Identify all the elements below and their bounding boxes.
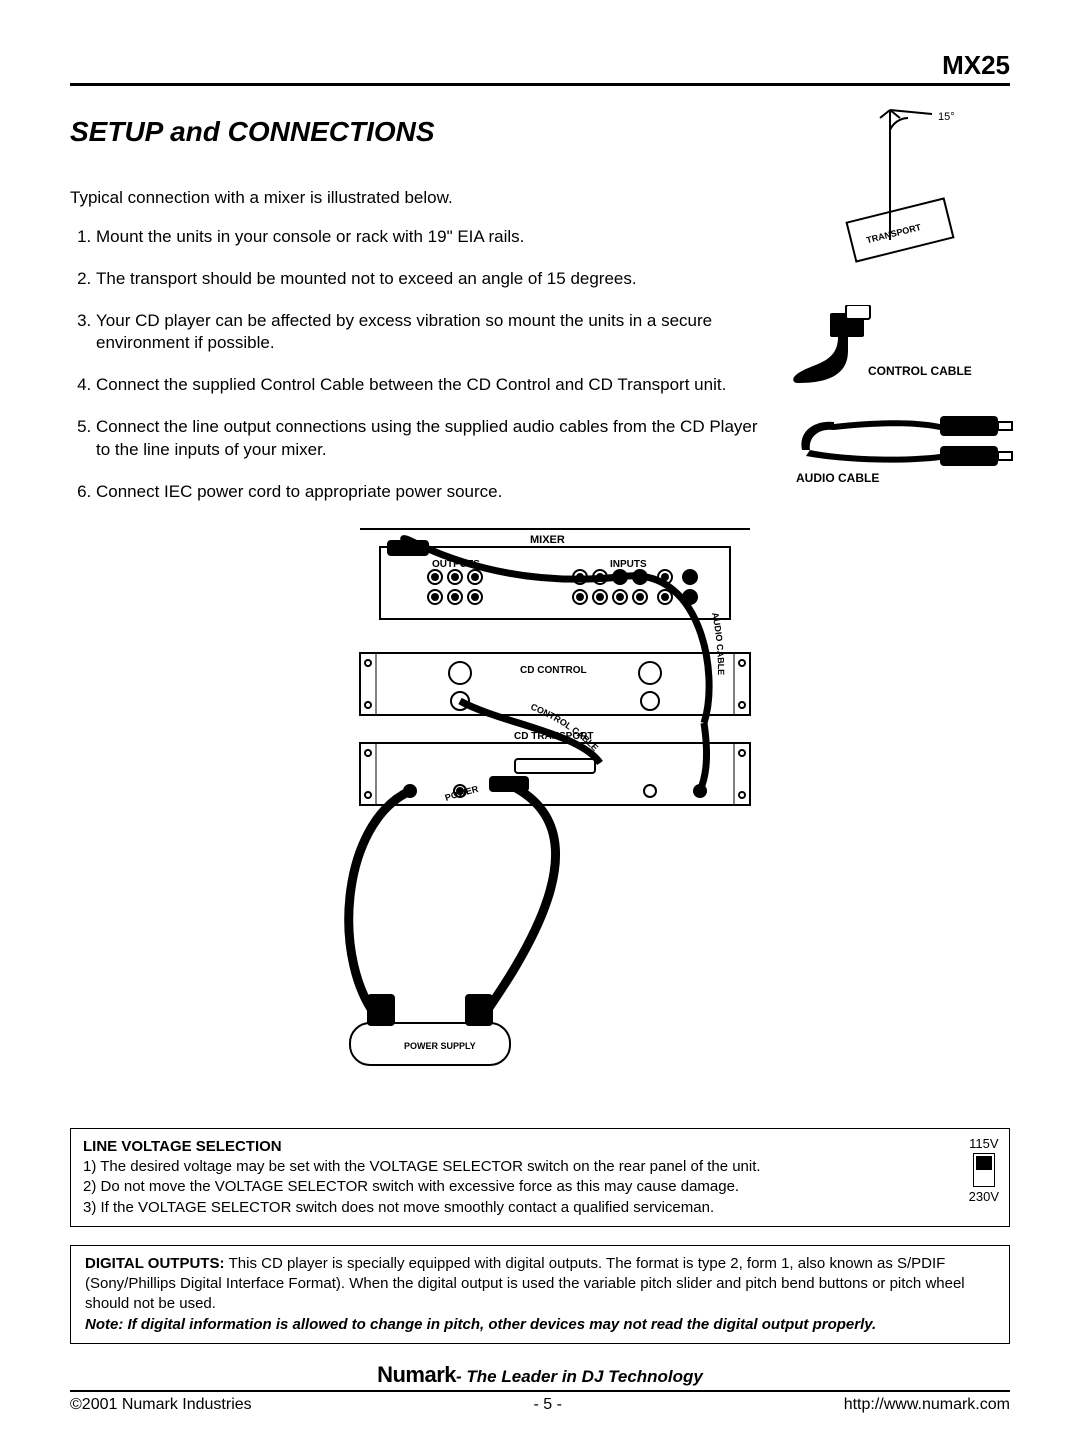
- digital-outputs-box: DIGITAL OUTPUTS: This CD player is speci…: [70, 1245, 1010, 1344]
- svg-text:MIXER: MIXER: [530, 534, 565, 546]
- angle-label: 15°: [938, 111, 955, 123]
- svg-text:OUTPUTS: OUTPUTS: [432, 559, 480, 570]
- transport-angle-figure: 15° TRANSPORT: [820, 100, 990, 280]
- side-figures: 15° TRANSPORT CONTROL CABLE AUDI: [790, 100, 1010, 495]
- digital-title: DIGITAL OUTPUTS:: [85, 1255, 229, 1272]
- voltage-line2: 2) Do not move the VOLTAGE SELECTOR swit…: [83, 1178, 739, 1195]
- copyright: ©2001 Numark Industries: [70, 1396, 252, 1414]
- svg-text:INPUTS: INPUTS: [610, 559, 647, 570]
- footer-rule: [70, 1390, 1010, 1392]
- voltage-line1: 1) The desired voltage may be set with t…: [83, 1158, 761, 1175]
- brand-slogan: - The Leader in DJ Technology: [456, 1367, 703, 1386]
- voltage-switch-figure: 115V 230V: [969, 1135, 999, 1206]
- footer-tagline: Numark- The Leader in DJ Technology: [70, 1362, 1010, 1388]
- model-number: MX25: [70, 50, 1010, 81]
- control-cable-label: CONTROL CABLE: [868, 364, 972, 378]
- svg-text:CD CONTROL: CD CONTROL: [520, 665, 587, 676]
- note-body: If digital information is allowed to cha…: [128, 1316, 877, 1333]
- voltage-selection-box: 115V 230V LINE VOLTAGE SELECTION 1) The …: [70, 1128, 1010, 1227]
- footer-url: http://www.numark.com: [844, 1396, 1010, 1414]
- transport-label: TRANSPORT: [865, 222, 922, 245]
- audio-cable-label: AUDIO CABLE: [796, 471, 879, 485]
- footer-line: ©2001 Numark Industries - 5 - http://www…: [70, 1396, 1010, 1414]
- v230-label: 230V: [969, 1188, 999, 1206]
- connection-diagram: MIXER OUTPUTS INPUTS CD CONTROL CD TRANS…: [260, 523, 820, 1088]
- voltage-line3: 3) If the VOLTAGE SELECTOR switch does n…: [83, 1199, 714, 1216]
- page-number: - 5 -: [533, 1396, 561, 1414]
- v115-label: 115V: [969, 1135, 999, 1153]
- voltage-title: LINE VOLTAGE SELECTION: [83, 1138, 282, 1155]
- control-cable-figure: CONTROL CABLE: [790, 305, 1000, 395]
- svg-text:POWER SUPPLY: POWER SUPPLY: [404, 1041, 476, 1051]
- header-rule: [70, 83, 1010, 86]
- audio-cable-figure: AUDIO CABLE: [790, 410, 1020, 490]
- voltage-switch-icon: [973, 1153, 995, 1187]
- note-label: Note:: [85, 1316, 128, 1333]
- brand-logo: Numark: [377, 1362, 456, 1387]
